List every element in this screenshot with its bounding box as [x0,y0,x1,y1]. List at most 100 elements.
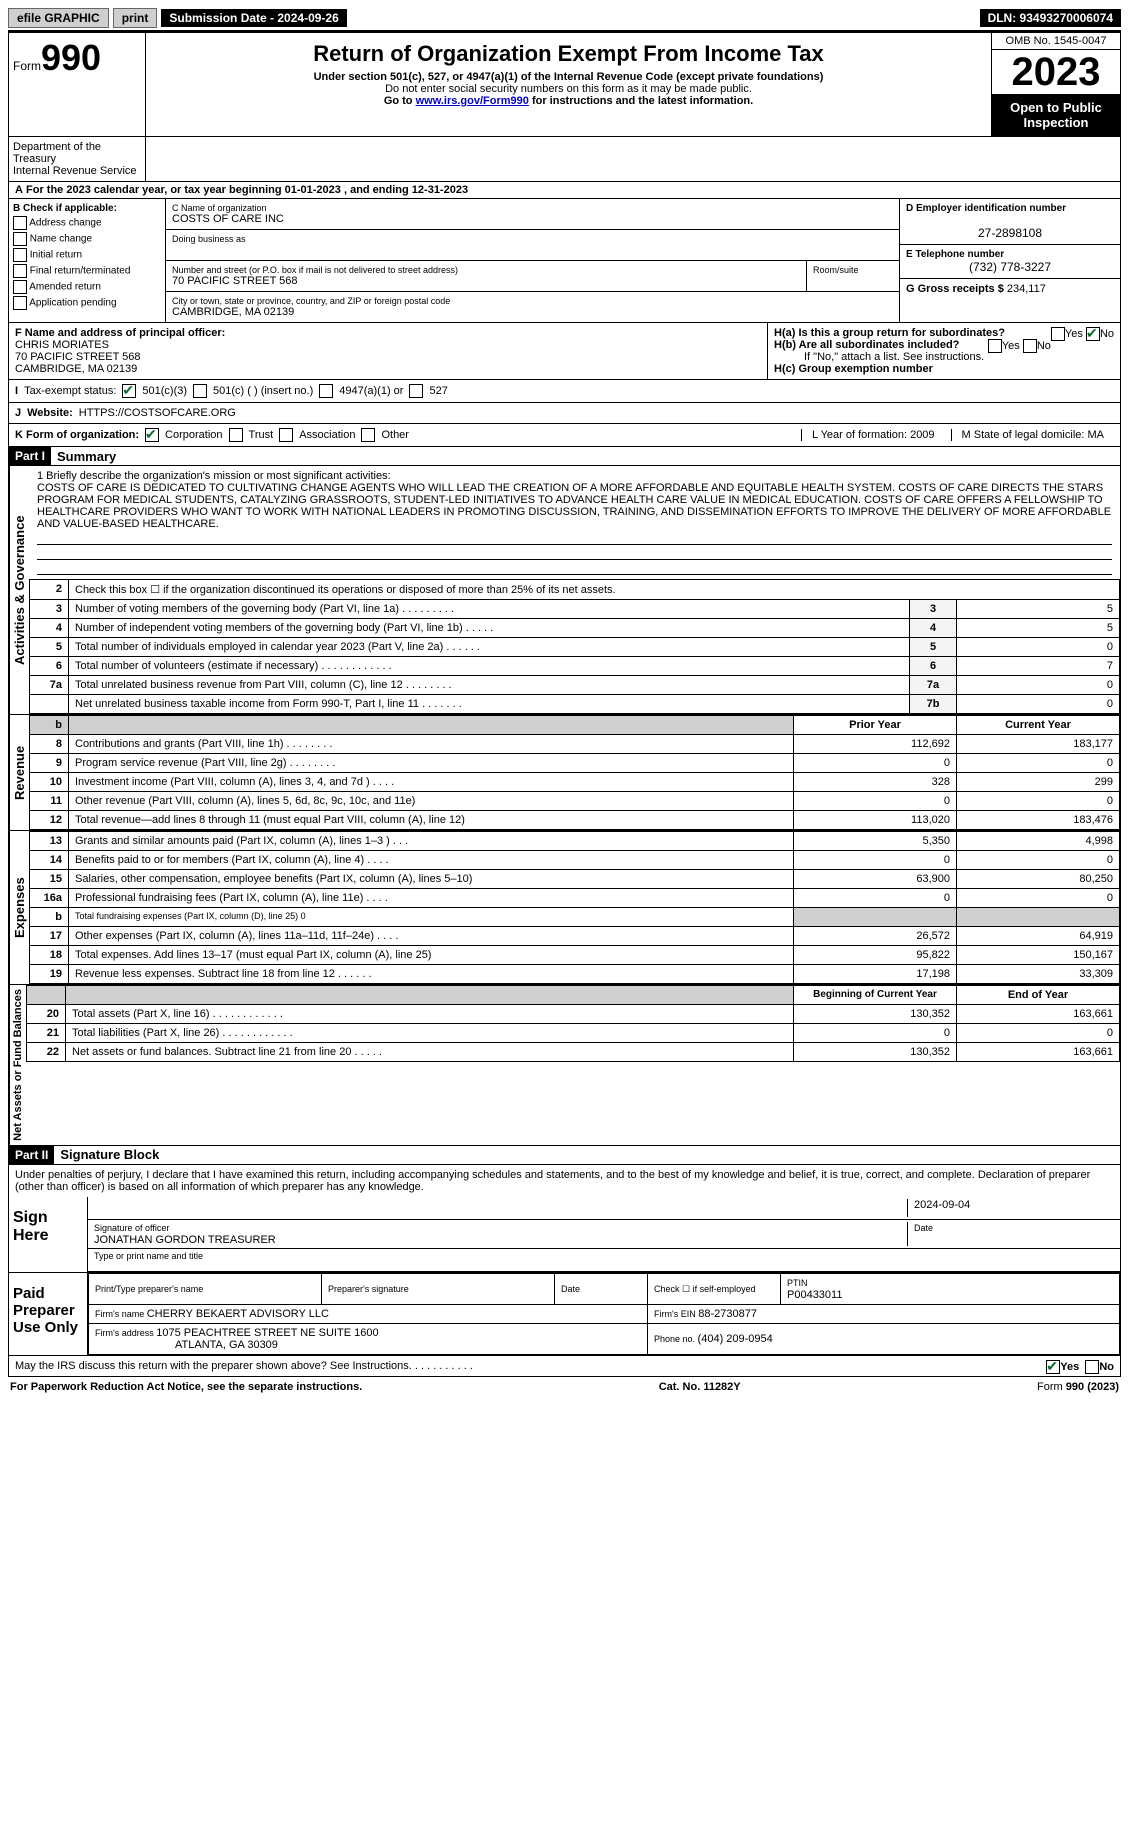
line-18-text: Total expenses. Add lines 13–17 (must eq… [69,946,794,965]
submission-date: Submission Date - 2024-09-26 [161,9,346,27]
efile-label: efile GRAPHIC [8,8,109,28]
line-19-text: Revenue less expenses. Subtract line 18 … [69,965,794,984]
expenses-table: 13Grants and similar amounts paid (Part … [29,831,1120,984]
hb-yes[interactable]: Yes [1002,340,1020,352]
city-state-zip: CAMBRIDGE, MA 02139 [172,306,294,318]
line-10-curr: 299 [957,773,1120,792]
top-bar: efile GRAPHIC print Submission Date - 20… [8,8,1121,32]
line-15-text: Salaries, other compensation, employee b… [69,870,794,889]
part-i-header: Part I Summary [8,447,1121,466]
cb-trust[interactable] [229,428,243,442]
ha-yes[interactable]: Yes [1065,328,1083,340]
line-22-text: Net assets or fund balances. Subtract li… [66,1043,794,1062]
line-3-text: Number of voting members of the governin… [69,600,910,619]
mission-question: 1 Briefly describe the organization's mi… [37,470,1112,482]
print-button[interactable]: print [113,8,158,28]
firm-name-label: Firm's name [95,1309,147,1319]
line-19-curr: 33,309 [957,965,1120,984]
discuss-question: May the IRS discuss this return with the… [15,1360,473,1372]
cb-amended[interactable]: Amended return [13,280,161,294]
line-20-text: Total assets (Part X, line 16) . . . . .… [66,1005,794,1024]
line-6-val: 7 [957,657,1120,676]
sig-date: 2024-09-04 [908,1199,1114,1217]
dln: DLN: 93493270006074 [980,9,1121,27]
instructions-link[interactable]: www.irs.gov/Form990 [416,95,529,107]
section-f-h: F Name and address of principal officer:… [8,323,1121,380]
revenue-table: bPrior YearCurrent Year 8Contributions a… [29,715,1120,830]
year-end: 12-31-2023 [412,184,468,196]
cb-initial-return[interactable]: Initial return [13,248,161,262]
entity-info-grid: B Check if applicable: Address change Na… [8,199,1121,323]
line-4-val: 5 [957,619,1120,638]
street-address: 70 PACIFIC STREET 568 [172,275,298,287]
tax-status-label: Tax-exempt status: [24,385,116,397]
begin-year-head: Beginning of Current Year [794,986,957,1005]
line-13-curr: 4,998 [957,832,1120,851]
form-title: Return of Organization Exempt From Incom… [150,41,987,67]
part-ii-bar: Part II [9,1146,54,1164]
cb-corp[interactable] [145,428,159,442]
website-url: HTTPS://COSTSOFCARE.ORG [79,407,236,419]
hc-label: H(c) Group exemption number [774,363,933,375]
prep-date-label: Date [561,1284,580,1294]
cb-527[interactable] [409,384,423,398]
cb-501c3[interactable] [122,384,136,398]
line-10-prior: 328 [794,773,957,792]
ha-no[interactable]: No [1100,328,1114,340]
state-domicile: M State of legal domicile: MA [951,429,1114,441]
part-i-bar: Part I [9,447,51,465]
form-label: Form [13,59,41,73]
ein: 27-2898108 [906,226,1114,240]
cb-other[interactable] [361,428,375,442]
cb-app-pending[interactable]: Application pending [13,296,161,310]
line-a: A For the 2023 calendar year, or tax yea… [8,182,1121,199]
addr-label: Number and street (or P.O. box if mail i… [172,265,800,275]
paperwork-notice: For Paperwork Reduction Act Notice, see … [10,1381,362,1393]
omb-number: OMB No. 1545-0047 [992,33,1120,50]
page-footer: For Paperwork Reduction Act Notice, see … [8,1377,1121,1397]
side-rev: Revenue [9,715,29,830]
line-3-val: 5 [957,600,1120,619]
cb-501c[interactable] [193,384,207,398]
goto-prefix: Go to [384,95,416,107]
sig-date-label: Date [914,1223,933,1233]
firm-name: CHERRY BEKAERT ADVISORY LLC [147,1308,329,1320]
activities-governance-block: Activities & Governance 1 Briefly descri… [8,466,1121,715]
sig-officer-label: Signature of officer [94,1223,169,1233]
line-9-prior: 0 [794,754,957,773]
discuss-no: No [1099,1361,1114,1373]
cb-assoc[interactable] [279,428,293,442]
dba-label: Doing business as [172,234,893,244]
form-subtitle: Under section 501(c), 527, or 4947(a)(1)… [150,71,987,83]
cb-address-change[interactable]: Address change [13,216,161,230]
section-c: C Name of organizationCOSTS OF CARE INC … [166,199,899,322]
line-11-curr: 0 [957,792,1120,811]
cat-no: Cat. No. 11282Y [659,1381,741,1393]
hb-no[interactable]: No [1037,340,1051,352]
cb-4947[interactable] [319,384,333,398]
officer-name: CHRIS MORIATES [15,339,109,351]
hb-label: H(b) Are all subordinates included? [774,339,959,351]
cb-name-change[interactable]: Name change [13,232,161,246]
line-18-prior: 95,822 [794,946,957,965]
gross-receipts: 234,117 [1007,283,1046,295]
officer-addr2: CAMBRIDGE, MA 02139 [15,363,137,375]
prep-self-emp[interactable]: Check ☐ if self-employed [654,1284,756,1294]
line-13-text: Grants and similar amounts paid (Part IX… [69,832,794,851]
discuss-yes-cb[interactable] [1046,1360,1060,1374]
preparer-table: Print/Type preparer's name Preparer's si… [88,1273,1120,1355]
ptin-label: PTIN [787,1278,808,1288]
net-assets-block: Net Assets or Fund Balances Beginning of… [8,985,1121,1146]
line-18-curr: 150,167 [957,946,1120,965]
section-j: J Website: HTTPS://COSTSOFCARE.ORG [8,403,1121,424]
line-9-text: Program service revenue (Part VIII, line… [69,754,794,773]
section-k: K Form of organization: Corporation Trus… [8,424,1121,447]
firm-phone-label: Phone no. [654,1334,698,1344]
firm-addr-label: Firm's address [95,1328,156,1338]
hb-note: If "No," attach a list. See instructions… [774,351,1114,363]
ssn-warning: Do not enter social security numbers on … [150,83,987,95]
discuss-no-cb[interactable] [1085,1360,1099,1374]
cb-final-return[interactable]: Final return/terminated [13,264,161,278]
year-formation: L Year of formation: 2009 [801,429,945,441]
form-number: 990 [41,37,101,78]
